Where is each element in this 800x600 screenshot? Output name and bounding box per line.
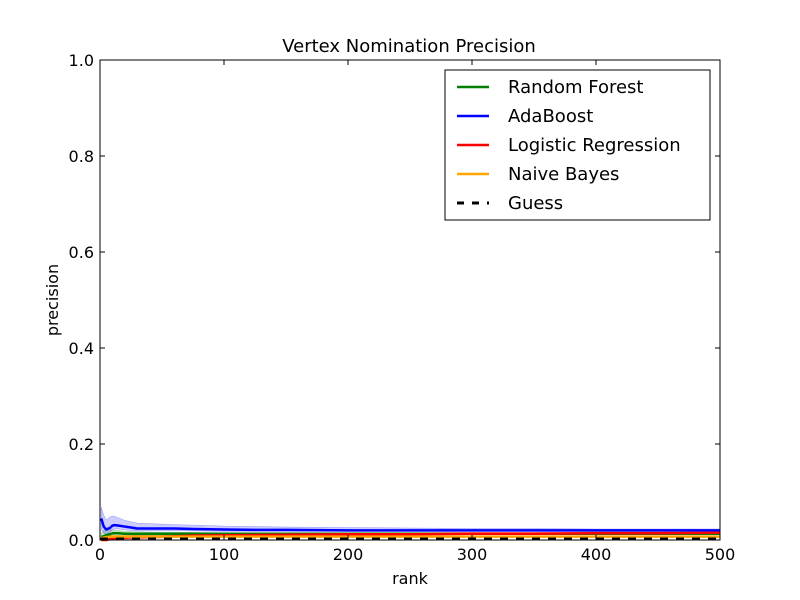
y-axis-ticks: 0.0 0.2 0.4 0.6 0.8 1.0: [69, 51, 720, 550]
legend-entry-logistic-regression: Logistic Regression: [457, 135, 681, 156]
x-tick-label-4: 400: [581, 545, 612, 564]
axes-frame: [99, 59, 721, 541]
legend-box: [444, 69, 711, 221]
legend: Random Forest AdaBoost Logistic Regression…: [444, 69, 711, 221]
y-axis-label: precision: [43, 264, 62, 336]
x-tick-label-2: 200: [333, 545, 364, 564]
y-tick-label-1: 0.2: [69, 435, 94, 454]
x-axis-ticks: 0 100 200 300 400 500: [95, 60, 735, 564]
legend-label-guess: Guess: [508, 193, 563, 214]
series-lines: [100, 518, 721, 542]
legend-entry-random-forest: Random Forest: [457, 77, 643, 98]
legend-label-adaboost: AdaBoost: [508, 106, 593, 127]
y-tick-label-0: 0.0: [69, 531, 94, 550]
y-tick-label-3: 0.6: [69, 243, 94, 262]
chart-title: Vertex Nomination Precision: [282, 36, 536, 57]
y-tick-label-2: 0.4: [69, 339, 94, 358]
legend-entry-adaboost: AdaBoost: [457, 106, 593, 127]
x-axis-label: rank: [392, 569, 429, 588]
x-tick-label-1: 100: [209, 545, 240, 564]
legend-label-naive-bayes: Naive Bayes: [508, 164, 619, 185]
legend-entry-guess: Guess: [457, 193, 563, 214]
legend-label-random-forest: Random Forest: [508, 77, 643, 98]
y-tick-label-5: 1.0: [69, 51, 94, 70]
line-adaboost: [100, 518, 720, 532]
legend-entry-naive-bayes: Naive Bayes: [457, 164, 619, 185]
x-tick-label-3: 300: [457, 545, 488, 564]
legend-label-logistic-regression: Logistic Regression: [508, 135, 681, 156]
line-naive-bayes: [101, 535, 720, 540]
x-tick-label-0: 0: [95, 545, 105, 564]
y-tick-label-4: 0.8: [69, 147, 94, 166]
x-tick-label-5: 500: [705, 545, 736, 564]
